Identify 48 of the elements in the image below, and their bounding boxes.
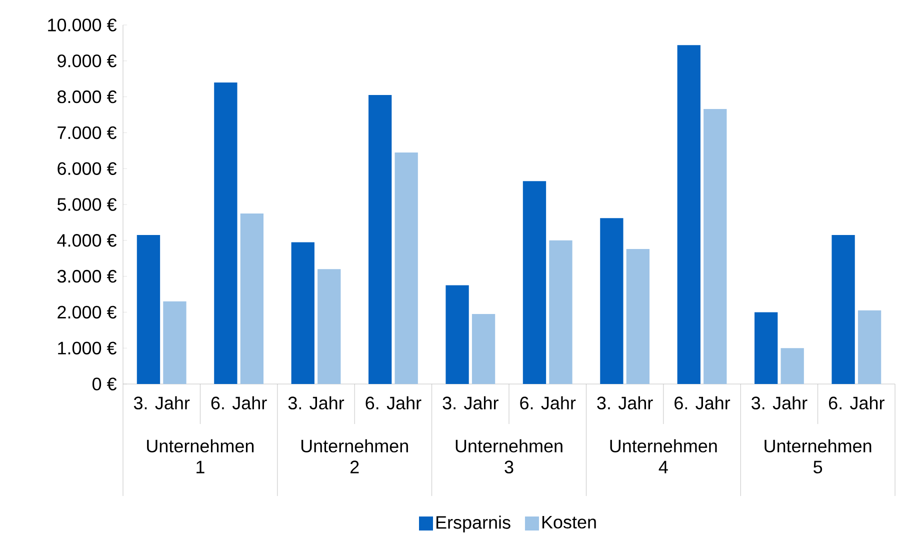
text: Unternehmen 5 [764, 439, 872, 474]
x-tick-label: 3. Jahr [442, 396, 498, 410]
y-tick-label: 2.000 € [58, 306, 117, 319]
bar [600, 218, 624, 384]
bar [291, 242, 314, 384]
bar [394, 152, 418, 384]
x-tick-label: 3. Jahr [288, 396, 344, 410]
y-tick-label: 6.000 € [58, 162, 117, 175]
bar [626, 249, 650, 384]
text: Unternehmen 3 [456, 439, 562, 474]
bar [318, 269, 341, 384]
y-tick-label: 1.000 € [58, 342, 117, 354]
bar [780, 348, 804, 384]
bar [704, 109, 727, 384]
x-tick-label: 6. Jahr [520, 396, 576, 410]
bar [754, 312, 778, 384]
text: Unternehmen 2 [301, 439, 408, 474]
bar [832, 235, 855, 384]
x-tick-label: 3. Jahr [597, 396, 653, 410]
x-tick-label: 6. Jahr [366, 396, 422, 410]
bar [163, 301, 186, 384]
y-tick-label: 5.000 € [57, 198, 117, 211]
bar [446, 285, 469, 384]
bar [858, 310, 882, 384]
bar [368, 95, 392, 384]
legend-label: Kosten [542, 516, 596, 529]
bar [472, 314, 496, 384]
x-tick-label: 3. Jahr [134, 396, 190, 410]
y-tick-label: 10.000 € [48, 18, 117, 32]
y-tick-label: 3.000 € [57, 270, 117, 283]
bar [136, 235, 160, 384]
bar [240, 213, 264, 384]
bar [677, 45, 700, 384]
x-tick-label: 6. Jahr [674, 396, 730, 410]
legend-label: Ersparnis [436, 516, 510, 532]
y-tick-label: 0 € [92, 378, 117, 390]
x-tick-label: 3. Jahr [752, 396, 808, 410]
y-tick-label: 4.000 € [57, 234, 117, 247]
text: Unternehmen 4 [610, 439, 717, 474]
y-tick-label: 7.000 € [58, 126, 117, 140]
y-tick-label: 8.000 € [58, 90, 117, 104]
x-tick-label: 6. Jahr [828, 396, 884, 410]
bar [214, 82, 238, 384]
x-tick-label: 6. Jahr [211, 396, 267, 410]
text: Unternehmen 1 [147, 439, 254, 474]
y-tick-label: 9.000 € [58, 54, 117, 68]
bar [522, 181, 546, 384]
bar [549, 240, 572, 384]
